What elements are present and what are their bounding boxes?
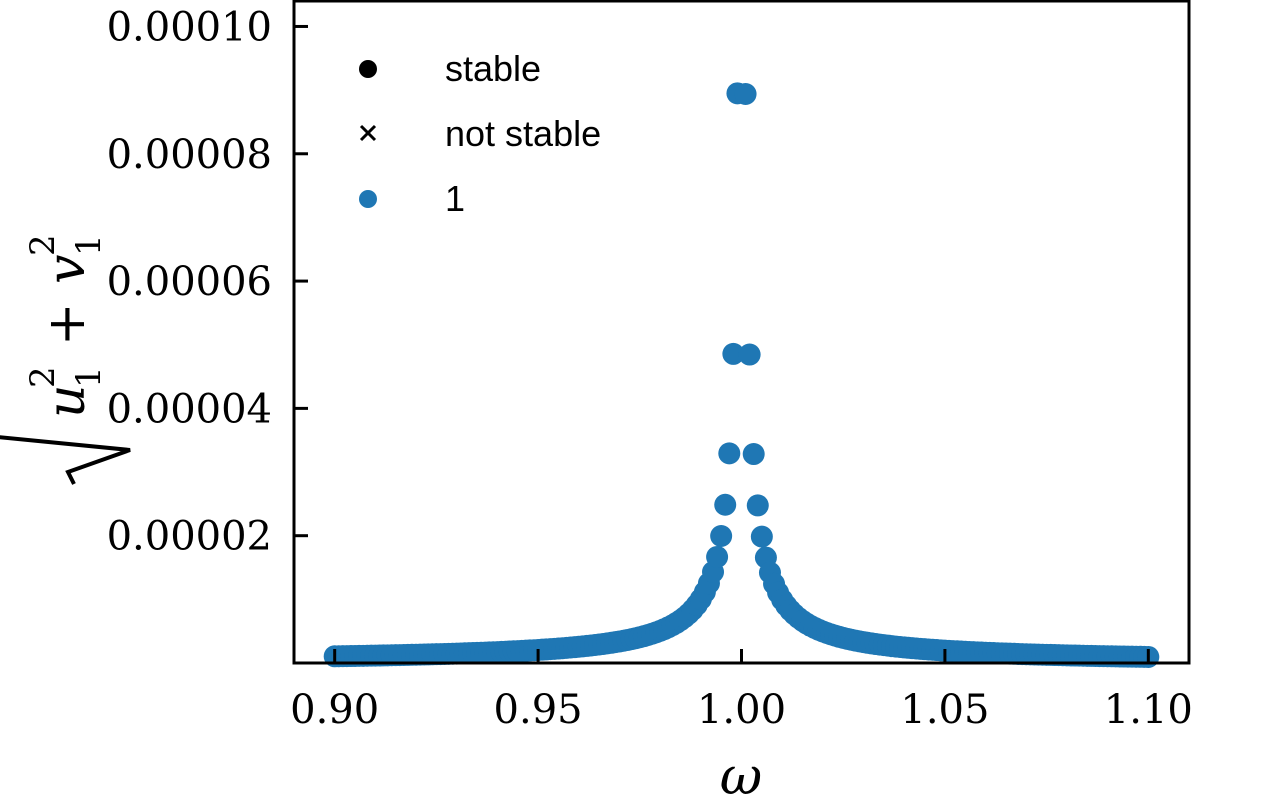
legend-label-not-stable: not stable bbox=[445, 113, 601, 154]
y-axis-label: u 1 2 + v 1 2 bbox=[0, 180, 131, 485]
data-point bbox=[718, 442, 741, 465]
x-axis: 0.90 0.95 1.00 1.05 1.10 bbox=[290, 649, 1193, 733]
x-axis-label: ω bbox=[720, 747, 762, 799]
data-point bbox=[746, 494, 769, 517]
y-label-u-sub: 1 bbox=[69, 366, 109, 388]
y-label-v: v bbox=[37, 255, 97, 284]
x-tick-label: 1.00 bbox=[697, 687, 786, 733]
legend: stable not stable 1 bbox=[359, 48, 601, 219]
y-tick-label: 0.00008 bbox=[107, 132, 272, 178]
data-point bbox=[706, 545, 729, 568]
legend-marker-stable bbox=[359, 60, 377, 78]
x-tick-label: 1.05 bbox=[900, 687, 989, 733]
legend-label-stable: stable bbox=[445, 48, 541, 89]
data-point bbox=[750, 525, 773, 548]
data-point bbox=[742, 443, 765, 466]
data-point bbox=[710, 525, 733, 548]
y-label-v-sub: 1 bbox=[69, 234, 109, 256]
legend-label-series-1: 1 bbox=[445, 178, 465, 219]
y-label-u: u bbox=[37, 385, 97, 419]
y-tick-label: 0.00006 bbox=[107, 259, 272, 305]
data-point bbox=[738, 343, 761, 366]
y-label-u-sup: 2 bbox=[23, 366, 63, 388]
x-tick-label: 0.90 bbox=[290, 687, 379, 733]
plot-area bbox=[323, 82, 1160, 668]
data-point bbox=[722, 342, 745, 365]
sqrt-symbol bbox=[0, 180, 131, 485]
y-label-plus: + bbox=[37, 302, 97, 346]
y-tick-label: 0.00002 bbox=[107, 514, 272, 560]
data-point bbox=[734, 83, 757, 106]
data-point bbox=[714, 493, 737, 516]
legend-marker-not-stable bbox=[359, 124, 377, 142]
legend-marker-series-1 bbox=[359, 190, 377, 208]
x-tick-label: 1.10 bbox=[1104, 687, 1193, 733]
x-tick-label: 0.95 bbox=[494, 687, 583, 733]
y-tick-label: 0.00004 bbox=[107, 386, 272, 432]
y-tick-label: 0.00010 bbox=[107, 4, 272, 50]
y-label-v-sup: 2 bbox=[23, 234, 63, 256]
y-axis: 0.00002 0.00004 0.00006 0.00008 0.00010 bbox=[107, 4, 308, 560]
